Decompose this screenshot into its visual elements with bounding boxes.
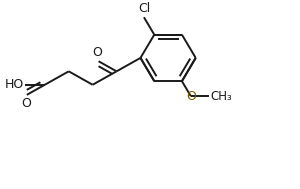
Text: HO: HO — [5, 78, 25, 91]
Text: O: O — [186, 90, 196, 103]
Text: O: O — [93, 46, 103, 59]
Text: O: O — [21, 97, 31, 110]
Text: CH₃: CH₃ — [211, 90, 232, 103]
Text: Cl: Cl — [138, 2, 150, 15]
